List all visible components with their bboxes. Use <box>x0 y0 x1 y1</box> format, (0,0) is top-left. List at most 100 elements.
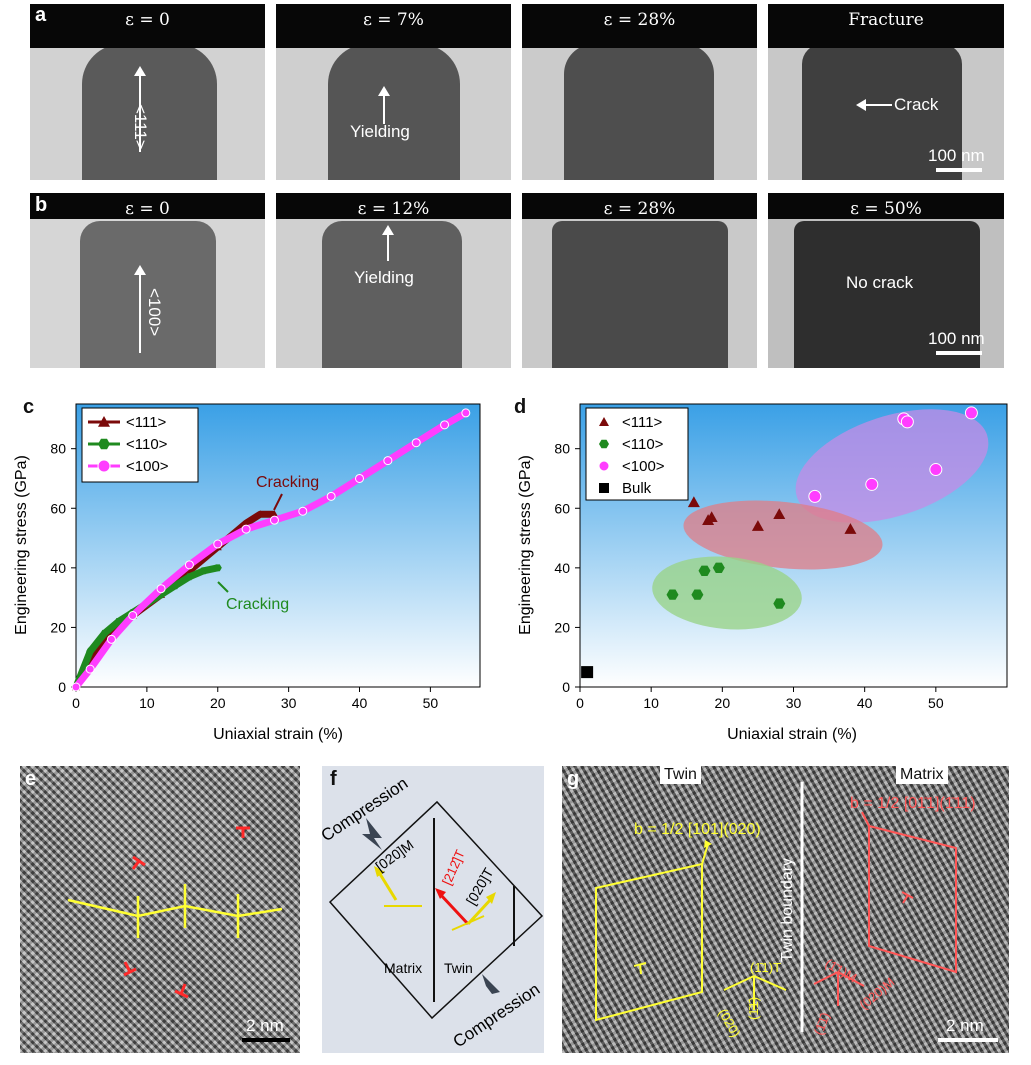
index-label-twin: (020) <box>715 1006 743 1040</box>
burgers-circuit-matrix <box>868 824 957 974</box>
data-point <box>326 491 336 501</box>
frame-header: Fracture <box>848 10 924 30</box>
twin-boundary-label: Twin boundary <box>779 858 796 962</box>
y-tick-label: 80 <box>554 441 570 457</box>
data-point <box>411 438 421 448</box>
panel-label-b: b <box>35 194 48 216</box>
data-point <box>808 489 822 503</box>
data-point <box>185 573 194 581</box>
series-line <box>73 409 468 690</box>
data-point <box>85 664 95 674</box>
data-point <box>712 562 725 573</box>
x-tick-label: 50 <box>928 695 944 711</box>
y-tick-label: 20 <box>554 619 570 635</box>
tem-image-b1: ε = 0 <100> <box>30 193 265 368</box>
data-point <box>106 634 116 644</box>
dislocation-symbol <box>174 983 189 999</box>
scale-bar-b: 100 nm <box>928 329 985 355</box>
panel-label-a: a <box>35 4 47 26</box>
scale-bar-label: 2 nm <box>246 1016 284 1035</box>
scale-bar-label: 100 nm <box>928 329 985 348</box>
y-tick-label: 0 <box>58 679 66 695</box>
tem-image-a4: Fracture Crack 100 nm <box>768 4 1004 180</box>
x-axis-title: Uniaxial strain (%) <box>727 726 857 743</box>
data-point <box>242 519 251 527</box>
dislocation-symbol <box>901 891 914 904</box>
vector-label-t1: [212̄]T <box>439 847 468 887</box>
legend-marker <box>98 416 110 427</box>
legend-label: Bulk <box>622 480 652 497</box>
data-point <box>213 539 223 549</box>
x-tick-label: 20 <box>715 695 731 711</box>
y-tick-label: 60 <box>50 500 66 516</box>
data-point <box>100 629 109 637</box>
burgers-vector-twin: b = 1/2 [101](020) <box>634 821 761 838</box>
chart-d: 0 10 20 30 40 50 0 20 40 60 80 <111> <110> <100> Bulk… <box>517 403 1008 743</box>
data-point <box>184 560 194 570</box>
panel-label-g: g <box>567 768 580 790</box>
data-point <box>114 618 123 625</box>
x-tick-label: 0 <box>72 695 80 711</box>
data-point <box>86 647 95 655</box>
legend-label: <100> <box>126 458 169 475</box>
cracking-label-111: Cracking <box>256 474 319 491</box>
x-tick-label: 20 <box>210 695 226 711</box>
frame-header: ε = 7% <box>363 10 424 30</box>
burgers-circuit-twin <box>595 862 703 1022</box>
legend-marker <box>598 460 610 472</box>
compression-arrow-top <box>362 818 382 850</box>
group-ellipse-111 <box>683 500 883 570</box>
dislocation-symbol <box>236 826 250 838</box>
crack-label: Crack <box>894 95 939 114</box>
twin-label: Twin <box>444 960 473 976</box>
data-point <box>705 511 718 522</box>
data-point <box>156 584 166 594</box>
data-point <box>581 666 594 679</box>
crystal-outline <box>328 800 544 1020</box>
data-point <box>128 611 138 621</box>
panel-label-c: c <box>23 396 35 418</box>
data-point <box>929 463 943 477</box>
hrtem-image-g: Twin boundary b = 1/2 [101](020) b = 1/2… <box>562 766 1009 1053</box>
data-point <box>355 473 365 483</box>
data-point <box>666 589 679 600</box>
x-tick-label: 0 <box>576 695 584 711</box>
y-axis-title: Engineering stress (GPa) <box>13 455 30 635</box>
yielding-label: Yielding <box>354 268 414 287</box>
y-tick-label: 60 <box>554 500 570 516</box>
data-point <box>698 565 711 576</box>
group-ellipse-100 <box>795 409 989 523</box>
data-point <box>844 523 857 534</box>
data-point <box>461 408 471 418</box>
index-label-matrix: (1̄1̄) <box>811 1010 833 1037</box>
scale-bar-g: 2 nm <box>938 1016 998 1042</box>
tem-image-a2: ε = 7% Yielding <box>276 4 511 180</box>
cracking-arrow-111 <box>273 493 283 511</box>
matrix-region-label: Matrix <box>896 766 948 784</box>
legend-marker <box>599 417 609 426</box>
legend-marker <box>97 459 111 473</box>
data-point <box>691 589 704 600</box>
index-label-twin: (1̄1̄) <box>746 997 761 1020</box>
frame-header: ε = 28% <box>603 10 676 30</box>
x-tick-label: 10 <box>139 695 155 711</box>
tem-image-b4: ε = 50% No crack 100 nm <box>768 193 1004 368</box>
matrix-label: Matrix <box>384 960 422 976</box>
legend-label: <110> <box>622 436 664 453</box>
y-tick-label: 80 <box>50 441 66 457</box>
legend-label: <110> <box>126 436 168 453</box>
data-point <box>199 567 208 575</box>
frame-header: ε = 0 <box>125 10 170 30</box>
data-point <box>773 508 786 520</box>
x-axis-title: Uniaxial strain (%) <box>213 726 343 743</box>
legend-label: <111> <box>126 414 167 431</box>
data-point <box>269 515 279 525</box>
frame-header: ε = 50% <box>850 199 922 219</box>
panel-label-d: d <box>514 396 527 418</box>
x-tick-label: 40 <box>352 695 368 711</box>
y-axis-title: Engineering stress (GPa) <box>517 455 534 635</box>
legend-label: <100> <box>622 458 665 475</box>
scale-bar-label: 100 nm <box>928 146 985 165</box>
orientation-label: <111> <box>131 104 150 150</box>
panel-label-f: f <box>330 768 337 790</box>
